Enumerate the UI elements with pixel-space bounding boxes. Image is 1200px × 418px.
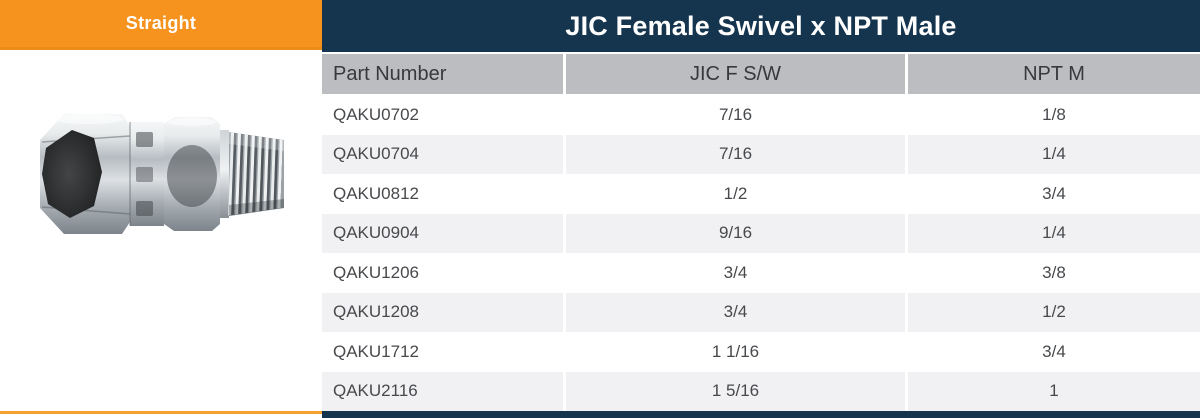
jic-size-cell: 7/16: [566, 95, 905, 135]
jic-size-cell: 1/2: [566, 174, 905, 214]
category-label: Straight: [125, 13, 197, 33]
table-row: QAKU1206 3/4 3/8: [322, 253, 1200, 293]
part-number-cell: QAKU1208: [322, 292, 563, 332]
npt-size-cell: 1/4: [908, 134, 1200, 174]
column-header-part-number: Part Number: [322, 54, 563, 94]
jic-size-cell: 3/4: [566, 253, 905, 293]
table-row: QAKU1208 3/4 1/2: [322, 292, 1200, 332]
table-row: QAKU0812 1/2 3/4: [322, 174, 1200, 214]
section-title-bar: JIC Female Swivel x NPT Male: [322, 0, 1200, 52]
jic-size-cell: 1 1/16: [566, 332, 905, 372]
npt-size-cell: 3/8: [908, 253, 1200, 293]
left-panel: Straight: [0, 0, 322, 418]
npt-size-cell: 1/4: [908, 213, 1200, 253]
table-header-row: Part Number JIC F S/W NPT M: [322, 54, 1200, 94]
product-photo: [40, 114, 284, 234]
jic-size-cell: 3/4: [566, 292, 905, 332]
part-number-cell: QAKU0704: [322, 134, 563, 174]
column-header-jic: JIC F S/W: [566, 54, 905, 94]
part-number-cell: QAKU0904: [322, 213, 563, 253]
part-number-cell: QAKU0812: [322, 174, 563, 214]
table-body: QAKU0702 7/16 1/8 QAKU0704 7/16 1/4 QAKU…: [322, 95, 1200, 411]
spec-panel: JIC Female Swivel x NPT Male Part Number…: [322, 0, 1200, 418]
column-header-npt: NPT M: [908, 54, 1200, 94]
table-row: QAKU2116 1 5/16 1: [322, 371, 1200, 411]
jic-size-cell: 9/16: [566, 213, 905, 253]
table-row: QAKU0704 7/16 1/4: [322, 134, 1200, 174]
part-number-cell: QAKU1712: [322, 332, 563, 372]
part-number-cell: QAKU0702: [322, 95, 563, 135]
npt-size-cell: 3/4: [908, 332, 1200, 372]
part-number-cell: QAKU1206: [322, 253, 563, 293]
table-row: QAKU0702 7/16 1/8: [322, 95, 1200, 135]
left-footer-rule: [0, 411, 322, 414]
section-title: JIC Female Swivel x NPT Male: [565, 10, 957, 41]
category-tab: Straight: [0, 0, 322, 50]
product-photo-area: [36, 106, 286, 242]
npt-size-cell: 1: [908, 371, 1200, 411]
table-row: QAKU1712 1 1/16 3/4: [322, 332, 1200, 372]
jic-size-cell: 1 5/16: [566, 371, 905, 411]
bottom-rule: [322, 411, 1200, 418]
npt-size-cell: 3/4: [908, 174, 1200, 214]
part-number-cell: QAKU2116: [322, 371, 563, 411]
jic-size-cell: 7/16: [566, 134, 905, 174]
npt-size-cell: 1/8: [908, 95, 1200, 135]
table-row: QAKU0904 9/16 1/4: [322, 213, 1200, 253]
npt-size-cell: 1/2: [908, 292, 1200, 332]
